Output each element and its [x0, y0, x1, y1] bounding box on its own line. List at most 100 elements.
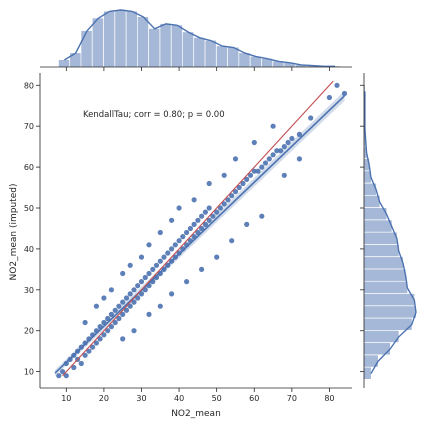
regression-line [54, 95, 346, 374]
y-tick-label: 70 [24, 122, 34, 131]
x-hist-bar [115, 10, 126, 67]
x-hist-bar [58, 60, 70, 67]
x-hist-bar [295, 64, 307, 67]
scatter-point [259, 213, 265, 219]
marginal-x-histogram [40, 9, 352, 68]
scatter-point [108, 324, 114, 330]
scatter-point [199, 213, 205, 219]
scatter-point [229, 238, 235, 244]
x-hist-bar [137, 17, 149, 67]
scatter-point [217, 205, 223, 211]
y-hist-bar [364, 220, 392, 232]
scatter-point [131, 299, 137, 305]
scatter-point [63, 373, 69, 379]
scatter-point [296, 156, 302, 162]
scatter-point [123, 295, 130, 301]
y-hist-bar [364, 85, 365, 97]
scatter-point [116, 303, 122, 309]
y-hist-bar [364, 293, 415, 306]
axes-layer: 10 20 30 40 50 60 70 80 10 20 30 40 50 60 70 80 [24, 67, 364, 403]
x-hist-bar [228, 47, 239, 67]
y-tick-label: 50 [24, 204, 34, 213]
scatter-point [195, 217, 201, 223]
x-hist-bar [126, 11, 137, 67]
x-hist-bar [149, 28, 160, 67]
y-hist-bar [364, 158, 370, 171]
scatter-point [157, 270, 163, 277]
y-hist-bar [364, 146, 367, 159]
scatter-point [296, 131, 302, 137]
x-hist-bar [306, 65, 318, 67]
marginal-y-histogram [363, 73, 417, 388]
scatter-point [289, 135, 295, 142]
scatter-point [93, 303, 99, 309]
scatter-point [131, 328, 137, 334]
scatter-point [86, 348, 92, 354]
x-hist-bar [250, 56, 261, 67]
scatter-point [138, 254, 145, 260]
scatter-point [214, 209, 220, 215]
scatter-point [184, 229, 190, 236]
scatter-point [101, 319, 107, 326]
scatter-point [101, 295, 107, 301]
x-hist-bar [205, 40, 216, 67]
scatter-point [247, 172, 254, 178]
x-hist-bar [171, 25, 183, 67]
scatter-point [157, 258, 163, 264]
scatter-point [153, 262, 160, 268]
scatter-point [131, 287, 137, 293]
y-hist-bar [364, 171, 371, 183]
y-tick-label: 80 [24, 81, 34, 90]
x-hist-bar [239, 53, 250, 67]
scatter-point [176, 205, 182, 211]
x-hist-bar [92, 18, 104, 67]
scatter-point [244, 221, 250, 227]
scatter-point [105, 315, 111, 322]
scatter-point [78, 360, 84, 367]
y-axis-label: NO2_mean (imputed) [9, 184, 19, 281]
scatter-point [82, 319, 88, 326]
scatter-point [135, 295, 141, 301]
scatter-point [127, 291, 133, 297]
scatter-point [176, 238, 182, 244]
scatter-point [326, 94, 332, 101]
scatter-point [281, 172, 287, 178]
y-hist-bar [364, 306, 416, 318]
scatter-point [202, 221, 208, 227]
scatter-point [146, 311, 152, 317]
scatter-point [93, 340, 99, 346]
scatter-point [236, 184, 242, 191]
scatter-point [270, 152, 276, 158]
y-hist-bar [364, 269, 406, 281]
scatter-point [112, 307, 118, 313]
scatter-point [120, 336, 126, 342]
scatter-point [127, 303, 133, 309]
y-hist-bar [364, 257, 403, 269]
scatter-point [221, 201, 227, 207]
scatter-point [112, 319, 118, 326]
scatter-point [251, 168, 257, 174]
scatter-point [199, 266, 205, 272]
y-hist-bar [364, 244, 399, 257]
scatter-point [262, 160, 269, 166]
scatter-point [90, 344, 96, 350]
scatter-point [266, 156, 272, 162]
scatter-point [232, 189, 239, 195]
lines-layer [54, 80, 346, 377]
scatter-point [214, 254, 220, 260]
x-tick-label: 70 [287, 394, 297, 403]
scatter-point [120, 299, 126, 305]
scatter-point [165, 250, 171, 256]
x-hist-bar [70, 53, 81, 67]
x-hist-bar [284, 62, 295, 67]
scatter-point [202, 209, 208, 215]
scatter-point [341, 90, 348, 97]
scatter-point [108, 311, 114, 317]
scatter-point [108, 287, 114, 293]
scatter-point [105, 328, 111, 334]
scatter-point [135, 283, 141, 289]
y-hist-bar [364, 330, 399, 343]
x-tick-label: 80 [324, 394, 334, 403]
y-kde-curve [364, 91, 417, 375]
